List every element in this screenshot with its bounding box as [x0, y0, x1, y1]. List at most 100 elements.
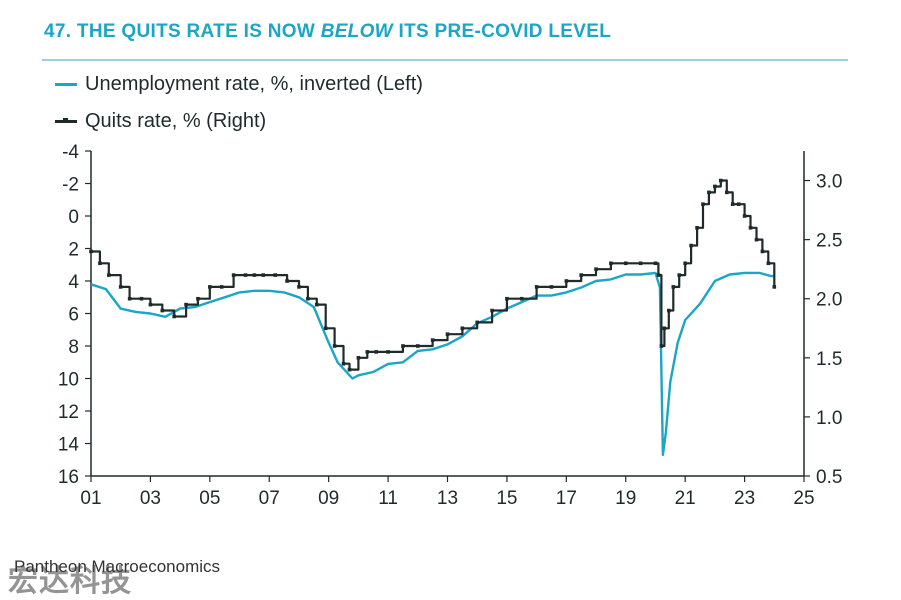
legend-item-unemployment: Unemployment rate, %, inverted (Left): [55, 73, 423, 96]
quits-marker: [107, 273, 111, 277]
chart-title-part-3: ITS PRE-COVID LEVEL: [398, 21, 612, 42]
quits-marker: [667, 308, 671, 313]
quits-marker: [261, 273, 266, 277]
title-divider: [42, 59, 848, 61]
quits-marker: [760, 249, 765, 254]
chart-title-prefix: 47.: [44, 21, 72, 42]
x-axis-tick-label: 13: [437, 488, 458, 509]
quits-marker: [297, 285, 301, 289]
quits-marker: [656, 273, 661, 277]
x-axis-tick-label: 07: [259, 488, 280, 509]
quits-marker: [653, 261, 658, 266]
quits-marker: [730, 202, 735, 206]
left-axis-tick-label: -2: [62, 175, 79, 196]
quits-marker: [564, 279, 569, 283]
quits-marker: [341, 361, 346, 366]
series-line-quits: [91, 179, 776, 371]
quits-marker: [713, 184, 717, 189]
quits-marker: [695, 226, 699, 230]
left-axis-tick-label: -4: [62, 142, 79, 163]
quits-marker: [118, 285, 123, 289]
quits-marker: [231, 273, 236, 277]
quits-marker: [347, 367, 352, 372]
quits-marker: [401, 344, 405, 348]
left-axis-tick-label: 14: [58, 435, 80, 456]
quits-marker: [754, 237, 759, 242]
quits-marker: [534, 285, 539, 289]
quits-marker: [160, 308, 165, 313]
quits-marker: [127, 296, 132, 301]
left-axis-tick-label: 0: [68, 207, 79, 228]
left-axis-tick-label: 16: [58, 467, 79, 488]
quits-marker: [285, 279, 289, 283]
quits-marker: [306, 296, 310, 301]
quits-marker: [475, 320, 480, 325]
quits-marker: [89, 249, 93, 254]
chart-title-emphasis: BELOW: [320, 21, 393, 42]
quits-marker: [662, 326, 667, 331]
quits-marker: [701, 202, 705, 206]
right-axis-tick-label: 1.0: [816, 408, 842, 429]
right-axis-tick-label: 0.5: [816, 467, 842, 488]
left-axis-tick-label: 2: [68, 240, 79, 261]
quits-marker: [323, 326, 328, 331]
quits-marker: [609, 261, 613, 266]
quits-marker: [594, 267, 598, 271]
quits-marker: [445, 332, 450, 336]
quits-marker: [314, 302, 319, 307]
quits-marker: [252, 273, 257, 277]
quits-marker: [671, 285, 676, 289]
quits-marker: [748, 226, 753, 230]
quits-marker: [273, 273, 277, 277]
quits-marker: [579, 273, 583, 277]
x-axis-tick-label: 23: [734, 488, 755, 509]
quits-marker: [683, 261, 687, 266]
quits-marker: [772, 285, 777, 289]
legend-swatch-unemployment: [55, 83, 77, 86]
quits-marker: [386, 350, 390, 354]
right-axis-tick-label: 3.0: [816, 172, 842, 193]
quits-marker: [677, 273, 682, 277]
x-axis-tick-label: 05: [199, 488, 220, 509]
quits-marker: [208, 285, 212, 289]
x-axis-tick-label: 11: [378, 488, 398, 509]
quits-marker: [766, 261, 771, 266]
chart-title-part-1: THE QUITS RATE IS NOW: [76, 21, 316, 42]
quits-marker: [505, 296, 509, 301]
right-axis-tick-label: 1.5: [816, 349, 842, 370]
x-axis-tick-label: 03: [140, 488, 161, 509]
x-axis-tick-label: 25: [793, 488, 814, 509]
x-axis-tick-label: 15: [496, 488, 517, 509]
left-axis-tick-label: 8: [68, 337, 79, 358]
legend-label-quits: Quits rate, % (Right): [85, 110, 267, 132]
legend-swatch-quits: [55, 118, 77, 123]
quits-marker: [415, 344, 420, 348]
quits-marker: [365, 350, 370, 354]
quits-marker: [374, 350, 378, 354]
quits-marker: [332, 344, 337, 348]
quits-marker: [243, 273, 248, 277]
quits-marker: [139, 296, 144, 301]
chart-title: 47. THE QUITS RATE IS NOW BELOW ITS PRE-…: [44, 21, 611, 43]
quits-marker: [430, 338, 435, 342]
quits-marker: [519, 296, 524, 301]
source-note: Pantheon Macroeconomics: [14, 557, 221, 576]
quits-marker: [719, 178, 723, 183]
x-axis-tick-label: 09: [318, 488, 339, 509]
quits-marker: [172, 314, 176, 319]
left-axis-tick-label: 10: [58, 370, 79, 391]
quits-marker: [659, 344, 664, 348]
quits-marker: [742, 214, 747, 218]
quits-marker: [724, 190, 729, 195]
quits-marker: [356, 356, 361, 360]
x-axis-tick-label: 17: [556, 488, 577, 509]
x-axis-tick-label: 21: [675, 488, 696, 509]
quits-marker: [196, 296, 200, 301]
quits-marker: [98, 261, 102, 266]
x-axis-tick-label: 19: [615, 488, 636, 509]
legend-label-unemployment: Unemployment rate, %, inverted (Left): [85, 73, 423, 95]
x-axis-tick-label: 01: [80, 488, 101, 509]
quits-marker: [490, 308, 494, 313]
quits-marker: [219, 285, 224, 289]
